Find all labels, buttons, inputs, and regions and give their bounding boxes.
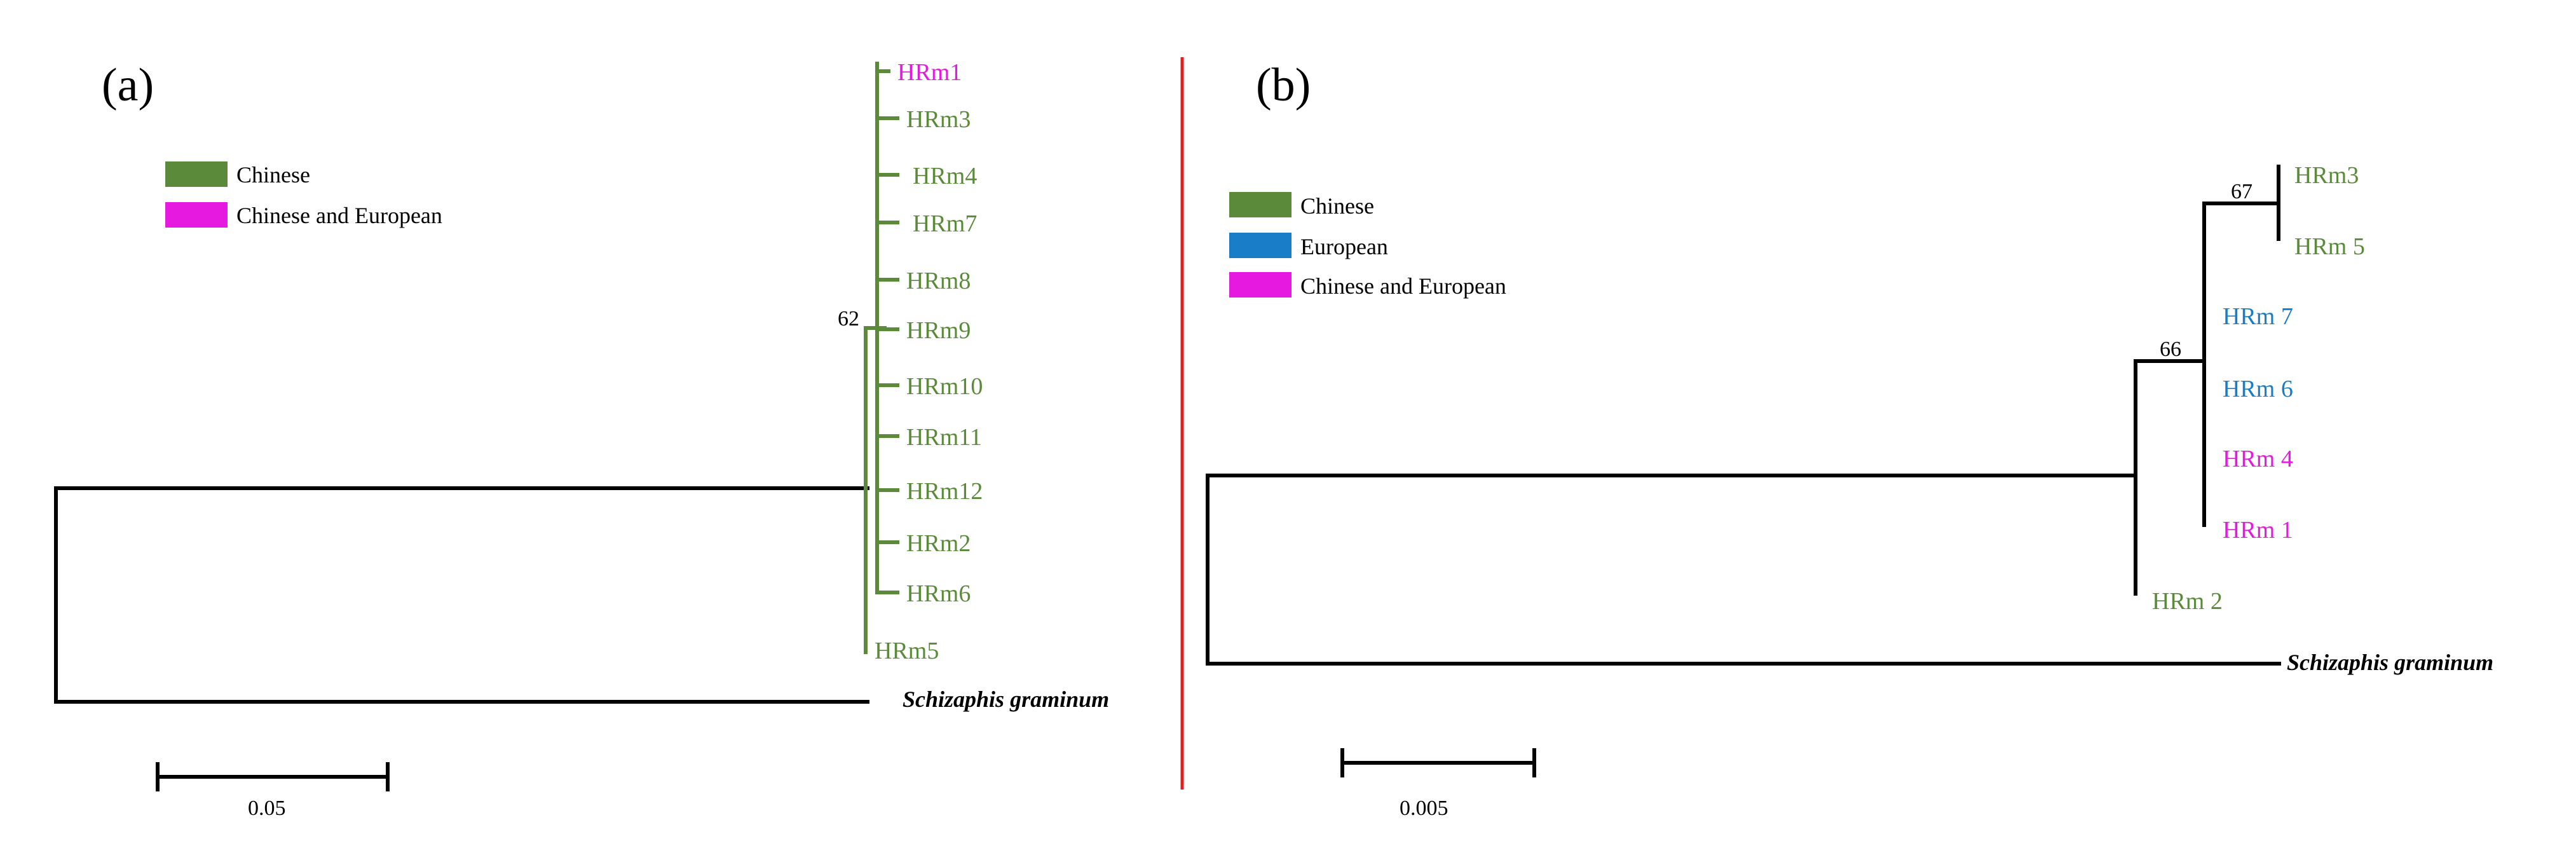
leaf-a-hrm11: HRm11 xyxy=(906,424,982,451)
legend-a-label-chinese: Chinese xyxy=(236,162,310,188)
legend-a-swatch-chinese xyxy=(165,161,228,187)
leaf-a-hrm8: HRm8 xyxy=(906,268,971,294)
leaf-b-hrm1: HRm 1 xyxy=(2223,517,2293,544)
legend-b-swatch-european xyxy=(1229,233,1291,258)
scale-bar-b xyxy=(1340,748,1536,777)
leaf-b-hrm5: HRm 5 xyxy=(2294,233,2365,260)
leaf-b-hrm4: HRm 4 xyxy=(2223,446,2293,472)
leaf-a-hrm12: HRm12 xyxy=(906,478,983,505)
support-b-67: 67 xyxy=(2231,180,2252,203)
leaf-a-hrm5: HRm5 xyxy=(875,638,939,664)
legend-b-label-chinese-and-european: Chinese and European xyxy=(1300,273,1506,299)
support-b-66: 66 xyxy=(2160,338,2181,361)
tree-a-ingroup-branches xyxy=(864,62,887,654)
legend-b-swatch-chinese xyxy=(1229,192,1291,217)
leaf-b-hrm2: HRm 2 xyxy=(2152,588,2223,615)
scale-label-b: 0.005 xyxy=(1400,797,1448,820)
panel-b-label: (b) xyxy=(1256,59,1311,111)
scale-label-a: 0.05 xyxy=(248,797,286,820)
leaf-a-hrm1: HRm1 xyxy=(897,59,962,86)
leaf-b-hrm6: HRm 6 xyxy=(2223,376,2293,402)
outgroup-a: Schizaphis graminum xyxy=(903,687,1109,712)
leaf-a-hrm6: HRm6 xyxy=(906,580,971,607)
leaf-a-hrm7: HRm7 xyxy=(913,210,977,237)
tree-b-branches xyxy=(1206,165,2281,666)
leaf-b-hrm7: HRm 7 xyxy=(2223,303,2293,330)
panel-a-legend: Chinese Chinese and European xyxy=(165,161,442,228)
leaf-a-hrm10: HRm10 xyxy=(906,373,983,400)
leaf-a-hrm3: HRm3 xyxy=(906,106,971,133)
panel-b-legend: Chinese European Chinese and European xyxy=(1229,192,1506,299)
leaf-a-hrm4: HRm4 xyxy=(913,163,977,189)
support-a-62: 62 xyxy=(838,307,859,331)
tree-a-root-branches xyxy=(54,486,869,704)
scale-bar-a xyxy=(156,762,390,791)
leaf-b-hrm3: HRm3 xyxy=(2294,162,2359,189)
legend-a-swatch-chinese-and-european xyxy=(165,202,228,228)
legend-b-label-european: European xyxy=(1300,234,1388,259)
panel-a-label: (a) xyxy=(102,59,154,111)
legend-a-label-chinese-and-european: Chinese and European xyxy=(236,203,442,228)
legend-b-label-chinese: Chinese xyxy=(1300,193,1374,219)
legend-b-swatch-chinese-and-european xyxy=(1229,272,1291,297)
panel-a: (a) Chinese Chinese and European HRm1 HR… xyxy=(54,59,1109,820)
leaf-a-hrm9: HRm9 xyxy=(906,317,971,344)
outgroup-b: Schizaphis graminum xyxy=(2287,650,2493,675)
panel-b: (b) Chinese European Chinese and Europea… xyxy=(1206,59,2493,820)
leaf-a-hrm2: HRm2 xyxy=(906,530,971,557)
